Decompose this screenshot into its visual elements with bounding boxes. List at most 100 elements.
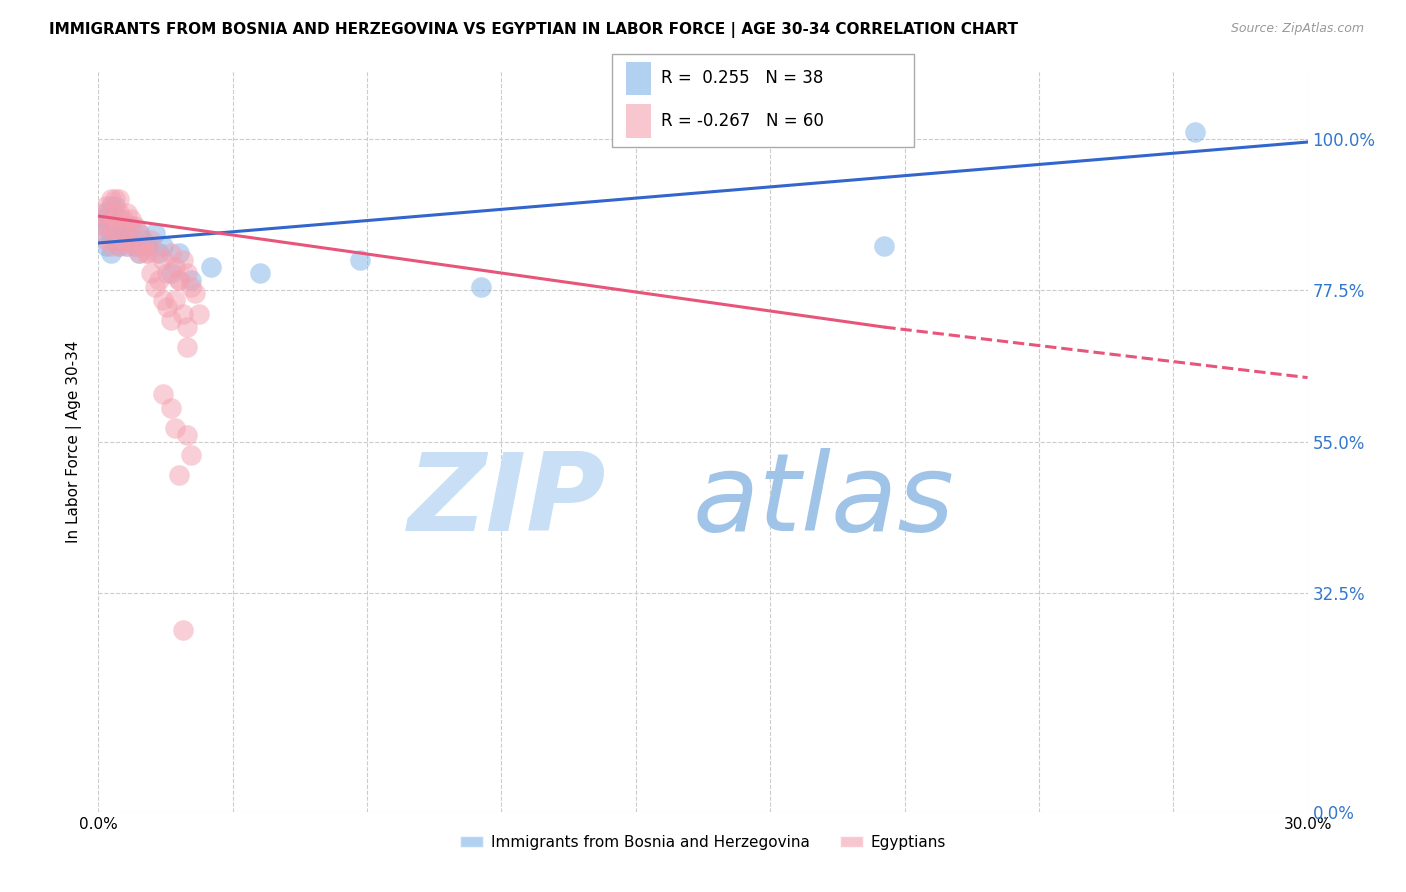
- Point: [167, 246, 190, 260]
- Point: [100, 212, 122, 227]
- Point: [120, 219, 142, 234]
- Point: [107, 239, 129, 253]
- Point: [176, 320, 198, 334]
- Point: [96, 219, 118, 234]
- Point: [188, 307, 211, 321]
- Point: [167, 468, 190, 483]
- Point: [132, 239, 155, 253]
- Point: [160, 401, 183, 415]
- Point: [135, 246, 157, 260]
- Point: [163, 293, 186, 308]
- Point: [143, 279, 166, 293]
- Point: [107, 239, 129, 253]
- Point: [120, 233, 142, 247]
- Point: [180, 448, 202, 462]
- Point: [139, 266, 162, 280]
- Point: [91, 205, 114, 219]
- Point: [96, 219, 118, 234]
- Point: [111, 219, 134, 234]
- Point: [349, 252, 371, 267]
- Point: [176, 427, 198, 442]
- Point: [111, 233, 134, 247]
- Point: [115, 219, 138, 234]
- Point: [107, 226, 129, 240]
- Point: [160, 246, 183, 260]
- Point: [176, 266, 198, 280]
- Point: [163, 421, 186, 435]
- Point: [160, 266, 183, 280]
- Point: [143, 246, 166, 260]
- Point: [180, 273, 202, 287]
- Point: [111, 212, 134, 227]
- Point: [91, 212, 114, 227]
- Point: [115, 226, 138, 240]
- Point: [172, 307, 194, 321]
- Point: [100, 205, 122, 219]
- Y-axis label: In Labor Force | Age 30-34: In Labor Force | Age 30-34: [66, 340, 83, 543]
- Point: [100, 192, 122, 206]
- Point: [172, 623, 194, 637]
- Point: [96, 199, 118, 213]
- Point: [111, 233, 134, 247]
- Point: [128, 246, 150, 260]
- Point: [184, 286, 207, 301]
- Point: [470, 279, 492, 293]
- Point: [139, 233, 162, 247]
- Point: [103, 212, 125, 227]
- Text: R =  0.255   N = 38: R = 0.255 N = 38: [661, 70, 823, 87]
- Point: [107, 219, 129, 234]
- Point: [167, 273, 190, 287]
- Point: [120, 212, 142, 227]
- Point: [91, 219, 114, 234]
- Point: [873, 239, 896, 253]
- Point: [200, 260, 222, 274]
- Point: [132, 233, 155, 247]
- Point: [100, 219, 122, 234]
- Point: [103, 192, 125, 206]
- Point: [107, 212, 129, 227]
- Point: [156, 300, 179, 314]
- Point: [124, 239, 146, 253]
- Point: [176, 340, 198, 354]
- Point: [128, 226, 150, 240]
- Point: [96, 239, 118, 253]
- Text: ZIP: ZIP: [408, 448, 606, 554]
- Point: [124, 219, 146, 234]
- Point: [148, 273, 170, 287]
- Legend: Immigrants from Bosnia and Herzegovina, Egyptians: Immigrants from Bosnia and Herzegovina, …: [454, 829, 952, 856]
- Point: [91, 226, 114, 240]
- Point: [100, 226, 122, 240]
- Text: Source: ZipAtlas.com: Source: ZipAtlas.com: [1230, 22, 1364, 36]
- Point: [100, 246, 122, 260]
- Point: [249, 266, 271, 280]
- Point: [115, 239, 138, 253]
- Point: [107, 205, 129, 219]
- Point: [96, 233, 118, 247]
- Text: R = -0.267   N = 60: R = -0.267 N = 60: [661, 112, 824, 130]
- Text: atlas: atlas: [693, 449, 955, 553]
- Point: [163, 260, 186, 274]
- Point: [115, 239, 138, 253]
- Point: [152, 387, 174, 401]
- Point: [152, 252, 174, 267]
- Point: [107, 192, 129, 206]
- Point: [103, 199, 125, 213]
- Point: [156, 266, 179, 280]
- Text: IMMIGRANTS FROM BOSNIA AND HERZEGOVINA VS EGYPTIAN IN LABOR FORCE | AGE 30-34 CO: IMMIGRANTS FROM BOSNIA AND HERZEGOVINA V…: [49, 22, 1018, 38]
- Point: [103, 219, 125, 234]
- Point: [100, 239, 122, 253]
- Point: [96, 205, 118, 219]
- Point: [100, 199, 122, 213]
- Point: [148, 246, 170, 260]
- Point: [143, 226, 166, 240]
- Point: [180, 279, 202, 293]
- Point: [103, 233, 125, 247]
- Point: [152, 239, 174, 253]
- Point: [172, 252, 194, 267]
- Point: [135, 239, 157, 253]
- Point: [124, 239, 146, 253]
- Point: [167, 273, 190, 287]
- Point: [1184, 125, 1206, 139]
- Point: [128, 226, 150, 240]
- Point: [128, 246, 150, 260]
